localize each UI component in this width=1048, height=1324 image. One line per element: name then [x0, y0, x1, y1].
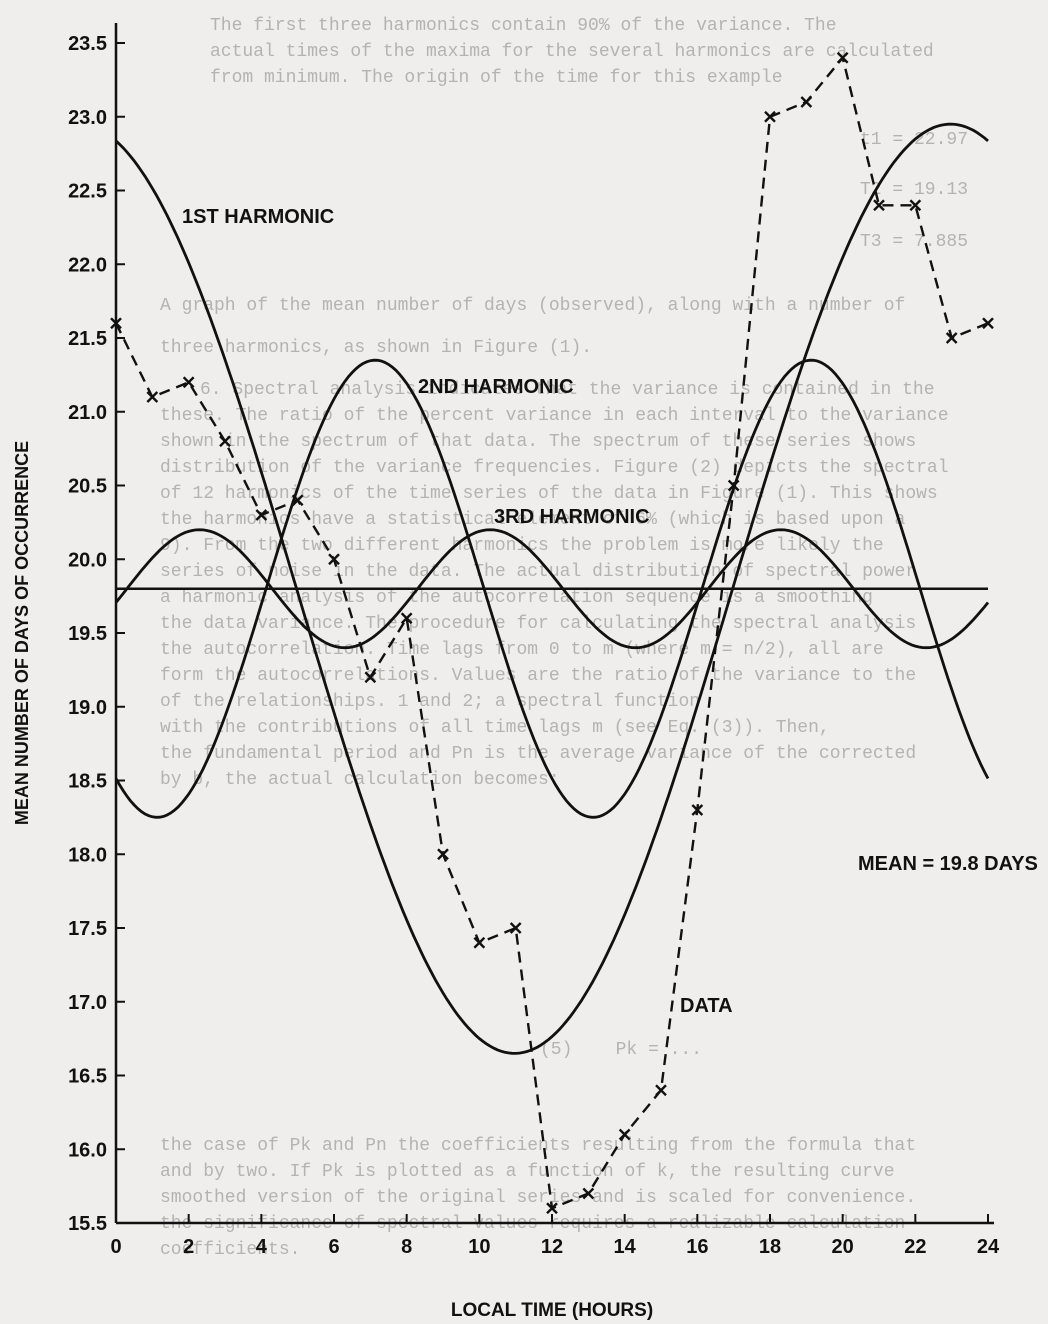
data-point-marker — [291, 494, 304, 507]
data-point-marker — [509, 922, 522, 934]
background-text-line: A graph of the mean number of days (obse… — [160, 296, 906, 316]
background-text-line: 6. Spectral analysis indicates that the … — [200, 380, 935, 400]
y-tick-label: 23.5 — [68, 33, 107, 55]
data-point-marker — [582, 1187, 595, 1200]
data-point-marker — [146, 391, 159, 403]
y-tick-label: 23.0 — [68, 107, 107, 129]
background-text-line: and by two. If Pk is plotted as a functi… — [160, 1162, 895, 1182]
background-text-line: the harmonics have a statistical element… — [160, 510, 906, 530]
x-tick-label: 12 — [541, 1236, 563, 1258]
data-point-marker — [255, 509, 268, 521]
data-point-marker — [764, 110, 776, 123]
third-harmonic-curve — [114, 528, 990, 650]
data-point-marker — [546, 1202, 558, 1215]
x-tick-label: 8 — [401, 1236, 412, 1258]
x-tick-label: 22 — [904, 1236, 926, 1258]
y-tick-label: 20.5 — [68, 476, 107, 498]
y-tick-label: 22.0 — [68, 254, 107, 276]
data-point-marker — [473, 936, 486, 949]
x-tick-label: 14 — [614, 1236, 637, 1258]
mean-label: MEAN = 19.8 DAYS — [858, 853, 1038, 875]
third-harmonic-label: 3RD HARMONIC — [494, 506, 650, 528]
y-tick-label: 16.0 — [68, 1139, 107, 1161]
y-tick-label: 20.0 — [68, 549, 107, 571]
data-point-marker — [836, 51, 849, 64]
data-point-marker — [437, 848, 449, 861]
data-point-marker — [945, 332, 958, 344]
y-tick-label: 19.0 — [68, 697, 107, 719]
x-tick-label: 24 — [977, 1236, 1000, 1258]
background-text-line: of the relationships. 1 and 2; a spectra… — [160, 692, 701, 712]
data-point-marker — [618, 1128, 631, 1141]
background-text-line: the data variance. The procedure for cal… — [160, 614, 917, 634]
data-point-marker — [219, 435, 231, 448]
background-text-line: coefficients. — [160, 1240, 301, 1260]
first-harmonic-label: 1ST HARMONIC — [182, 206, 334, 228]
background-text-line: three harmonics, as shown in Figure (1). — [160, 338, 593, 358]
background-text-line: from minimum. The origin of the time for… — [210, 68, 783, 88]
y-tick-label: 15.5 — [68, 1213, 107, 1235]
data-point-marker — [800, 96, 813, 108]
y-tick-label: 21.0 — [68, 402, 107, 424]
data-point-marker — [909, 199, 922, 212]
data-point-marker — [727, 479, 740, 492]
background-text-line: actual times of the maxima for the sever… — [210, 42, 934, 62]
first-harmonic-curve — [115, 122, 989, 1055]
x-tick-label: 20 — [832, 1236, 854, 1258]
data-point-marker — [400, 612, 413, 625]
y-tick-label: 16.5 — [68, 1066, 107, 1088]
x-tick-label: 10 — [468, 1236, 490, 1258]
x-tick-label: 6 — [328, 1236, 339, 1258]
y-tick-label: 17.0 — [68, 992, 107, 1014]
data-point-marker — [655, 1084, 667, 1097]
x-tick-label: 0 — [110, 1236, 121, 1258]
second-harmonic-label: 2ND HARMONIC — [418, 376, 574, 398]
background-text-line: these. The ratio of the percent variance… — [160, 406, 949, 426]
x-tick-label: 4 — [256, 1236, 268, 1258]
background-text-line: form the autocorrelations. Values are th… — [160, 666, 917, 686]
data-series-label: DATA — [680, 995, 733, 1017]
background-text-line: the case of Pk and Pn the coefficients r… — [160, 1136, 917, 1156]
y-axis-label: MEAN NUMBER OF DAYS OF OCCURRENCE — [12, 441, 32, 825]
x-tick-label: 18 — [759, 1236, 781, 1258]
background-text-line: smoothed version of the original series … — [160, 1188, 917, 1208]
data-point-marker — [364, 671, 377, 684]
y-tick-label: 18.0 — [68, 844, 107, 866]
data-point-marker — [110, 317, 122, 330]
x-tick-label: 2 — [183, 1236, 194, 1258]
background-text-line: t1 = 22.97 — [860, 130, 969, 150]
data-point-marker — [182, 376, 195, 389]
y-tick-label: 19.5 — [68, 623, 107, 645]
background-text-line: (5) Pk = ... — [540, 1040, 703, 1060]
background-text-line: The first three harmonics contain 90% of… — [210, 16, 837, 36]
background-text-line: 9). From the two different harmonics the… — [160, 536, 884, 556]
y-tick-label: 17.5 — [68, 918, 107, 940]
data-point-marker — [328, 553, 340, 566]
data-point-marker — [982, 317, 994, 330]
x-axis-label: LOCAL TIME (HOURS) — [451, 1300, 653, 1321]
second-harmonic-curve — [114, 358, 990, 819]
background-text-line: T3 = 7.885 — [860, 232, 969, 252]
y-tick-label: 18.5 — [68, 771, 107, 793]
data-point-marker — [691, 804, 704, 816]
x-tick-label: 16 — [686, 1236, 708, 1258]
background-text-line: series of noise in the data. The actual … — [160, 562, 917, 582]
data-point-marker — [873, 199, 885, 212]
background-text-line: shown in the spectrum of that data. The … — [160, 432, 917, 452]
y-tick-label: 21.5 — [68, 328, 107, 350]
y-tick-label: 22.5 — [68, 181, 107, 203]
